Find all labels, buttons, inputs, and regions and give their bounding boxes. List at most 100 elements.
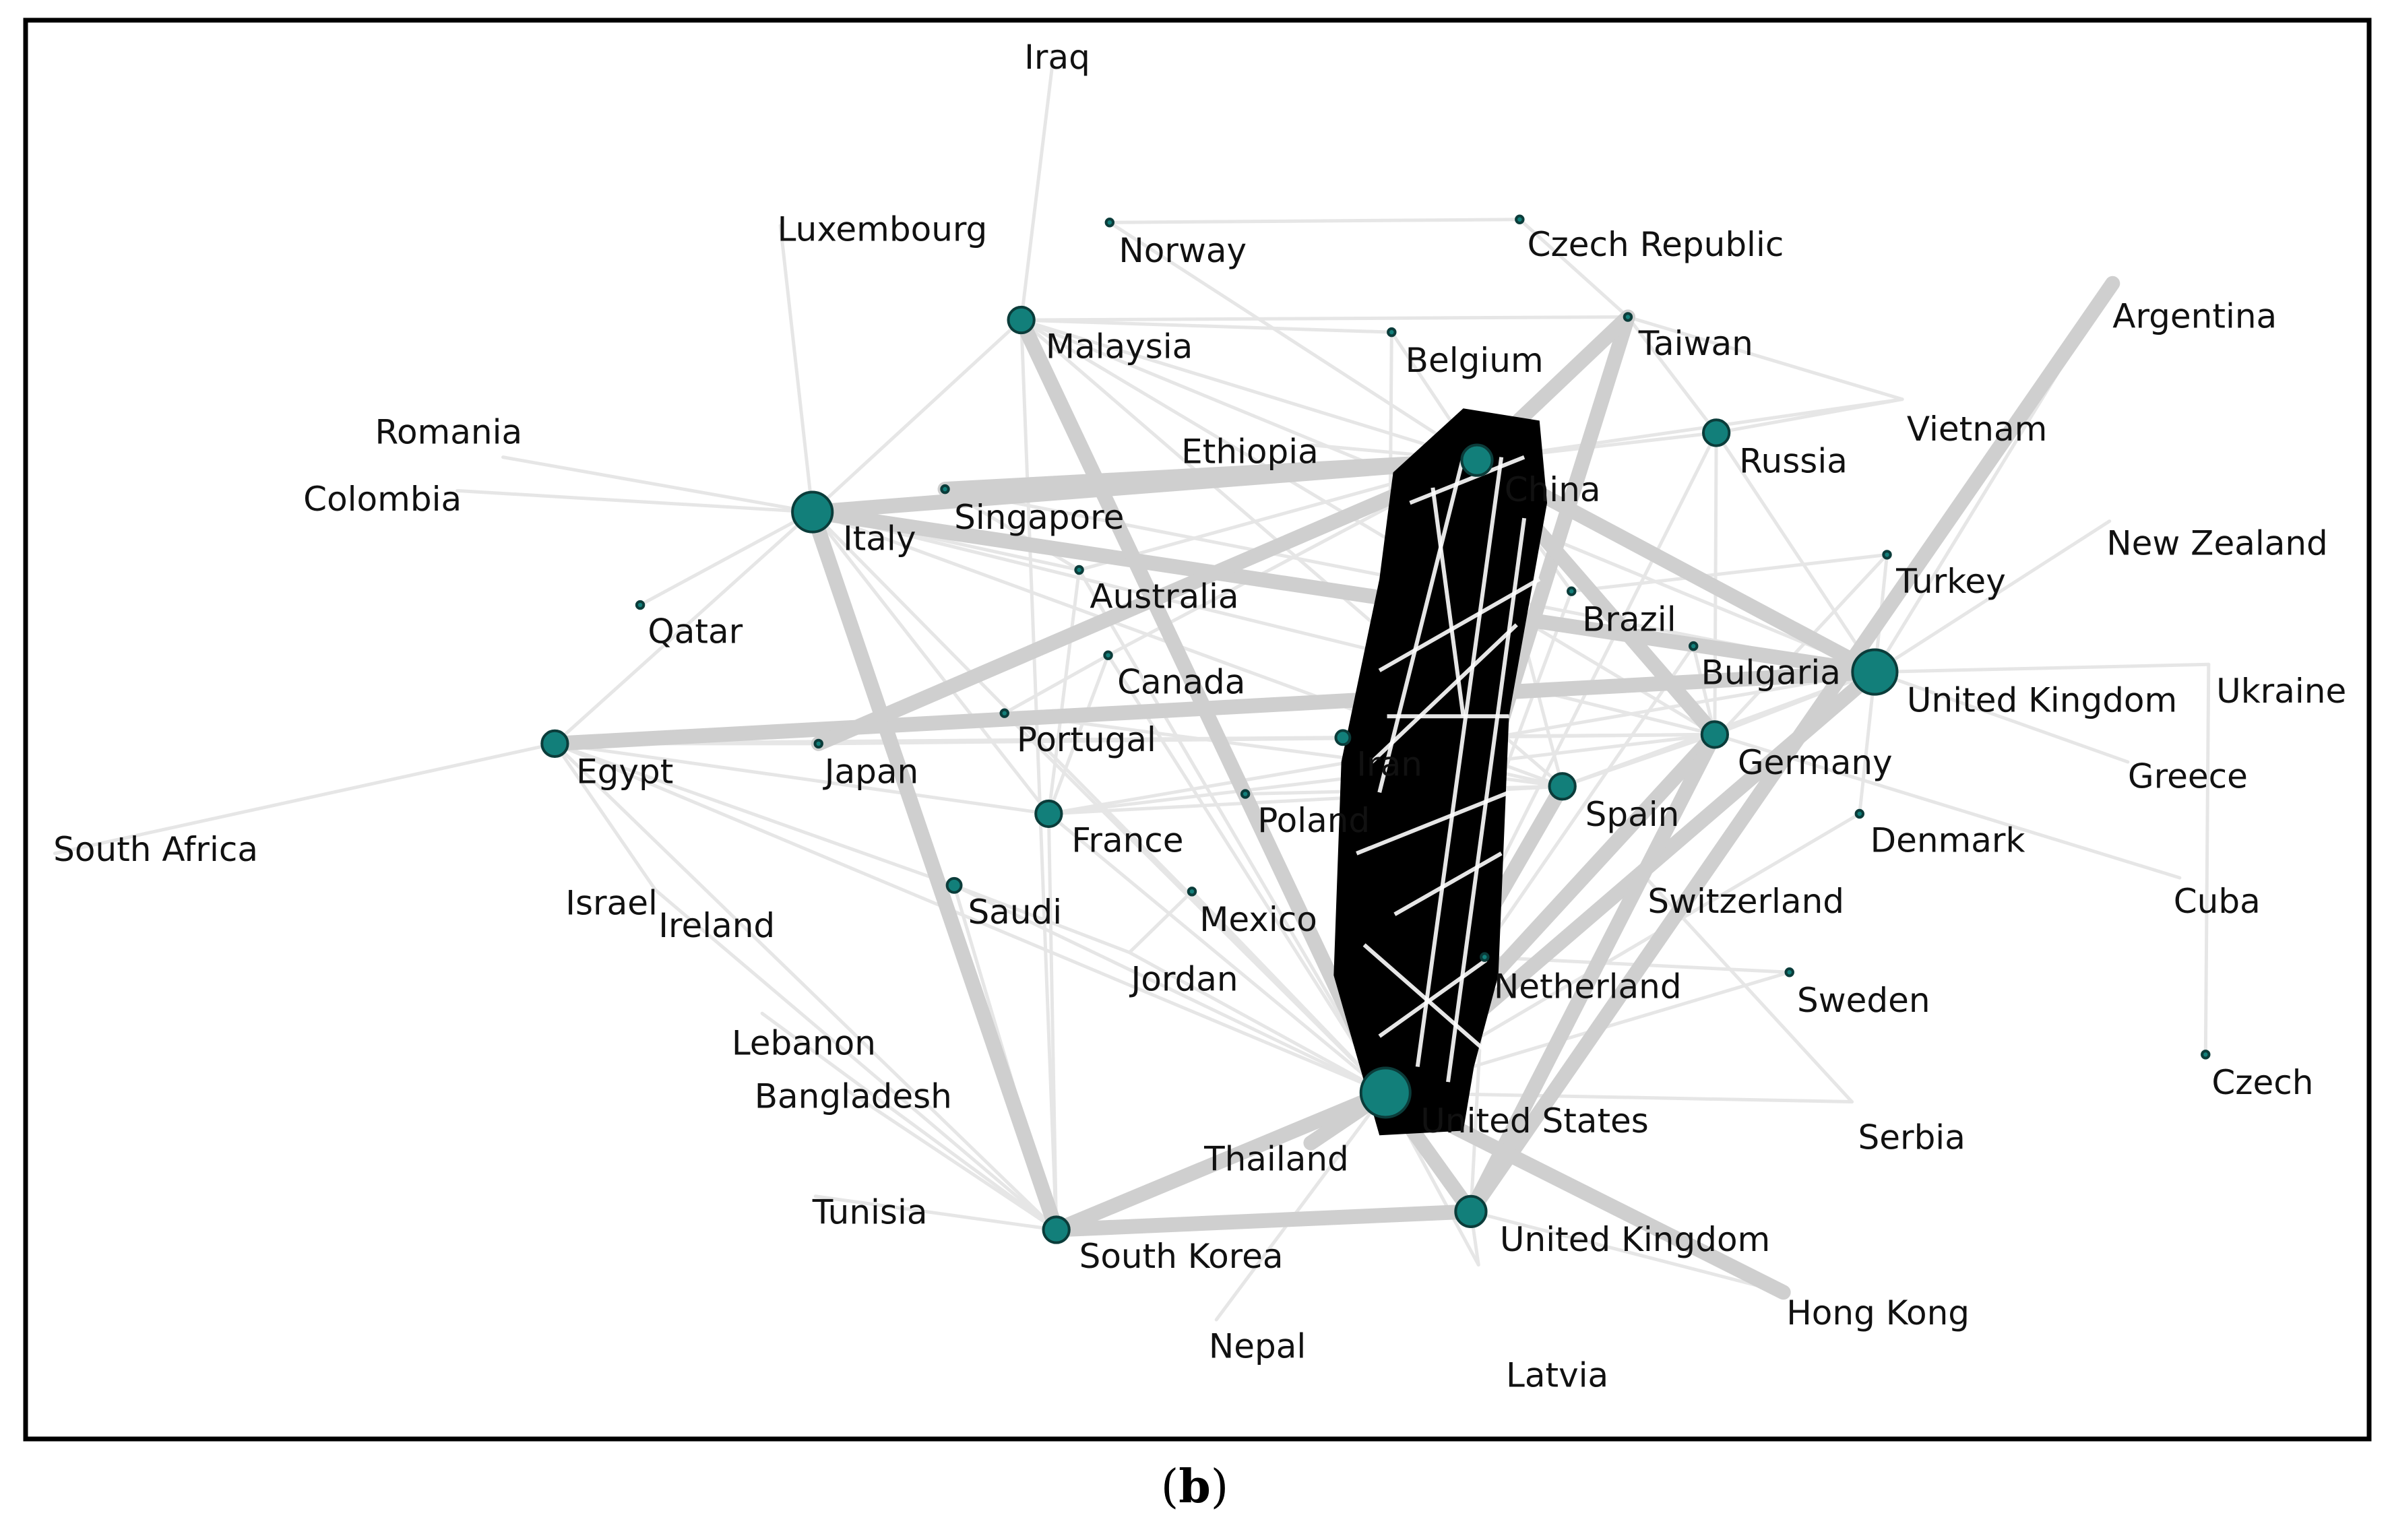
- label-hong_kong: Hong Kong: [1786, 1293, 1970, 1333]
- label-netherland: Netherland: [1494, 967, 1682, 1006]
- label-layer: Iraq Luxembourg Norway Czech Republic Malays…: [53, 38, 2346, 1395]
- edge-malaysia-germany: [1019, 318, 1717, 736]
- label-qatar: Qatar: [648, 612, 743, 651]
- label-latvia: Latvia: [1506, 1356, 1608, 1395]
- edge-south_korea-lebanon: [760, 1011, 1059, 1232]
- node-iran: [1334, 729, 1352, 746]
- node-singapore: [940, 484, 950, 494]
- label-cuba: Cuba: [2174, 882, 2261, 921]
- edge-united_states-nepal: [1214, 1091, 1387, 1322]
- label-australia: Australia: [1090, 577, 1238, 616]
- label-romania: Romania: [375, 412, 522, 451]
- label-iraq: Iraq: [1024, 38, 1090, 77]
- label-serbia: Serbia: [1858, 1118, 1966, 1157]
- bundle-streak-2: [1370, 623, 1518, 764]
- node-mexico: [1187, 887, 1197, 897]
- edge-mexico-jordan: [1127, 889, 1194, 955]
- edge-china-malaysia: [1019, 318, 1479, 462]
- edge-layer: [53, 56, 2211, 1322]
- edge-saudi-jordan: [952, 883, 1131, 955]
- node-norway: [1104, 218, 1115, 228]
- edge-united_states-canada: [1106, 653, 1387, 1095]
- node-saudi: [945, 876, 963, 894]
- edge-taiwan-vietnam: [1626, 315, 1904, 402]
- label-vietnam: Vietnam: [1907, 410, 2047, 449]
- edge-italy-qatar: [638, 510, 815, 607]
- label-uk_east: United Kingdom: [1907, 680, 2177, 719]
- label-ireland: Ireland: [658, 906, 775, 945]
- node-china: [1460, 443, 1494, 477]
- label-singapore: Singapore: [954, 498, 1124, 537]
- edge-uk_east-ukraine: [1873, 662, 2211, 674]
- node-united_states: [1359, 1066, 1412, 1119]
- label-bangladesh: Bangladesh: [755, 1077, 952, 1116]
- label-poland: Poland: [1257, 801, 1370, 840]
- plot-border: [23, 18, 2372, 1442]
- label-bulgaria: Bulgaria: [1701, 653, 1841, 693]
- edge-south_korea-malaysia: [1019, 318, 1059, 1232]
- edge-italy-romania: [501, 455, 815, 514]
- node-canada: [1103, 650, 1113, 660]
- edge-south_korea-bangladesh: [844, 1087, 1059, 1232]
- node-germany: [1700, 720, 1730, 749]
- label-thailand: Thailand: [1203, 1139, 1349, 1178]
- figure-caption: (b): [1161, 1460, 1229, 1514]
- label-ukraine: Ukraine: [2216, 672, 2346, 711]
- edge-malaysia-taiwan: [1019, 315, 1630, 322]
- label-taiwan: Taiwan: [1638, 324, 1753, 363]
- label-lebanon: Lebanon: [732, 1023, 876, 1062]
- node-sweden: [1784, 967, 1794, 977]
- edge-united_states-jordan: [1127, 951, 1387, 1095]
- edge-egypt-saudi: [553, 742, 956, 887]
- label-italy: Italy: [843, 519, 916, 558]
- label-sweden: Sweden: [1797, 981, 1930, 1020]
- edge-south_korea-italy: [805, 505, 1064, 1238]
- edge-south_korea-egypt: [553, 742, 1059, 1232]
- edge-germany-spain: [1561, 732, 1717, 788]
- edge-united_states-mexico: [1190, 889, 1387, 1095]
- edge-uk_east-greece: [1873, 670, 2130, 764]
- bundle-streak-6: [1430, 487, 1466, 717]
- edge-italy-germany: [811, 510, 1717, 736]
- label-south_africa: South Africa: [53, 830, 258, 869]
- bundle-streak-8: [1377, 456, 1466, 794]
- label-jordan: Jordan: [1129, 959, 1238, 998]
- node-turkey: [1882, 550, 1892, 560]
- edge-norway-czech_republic: [1108, 218, 1521, 224]
- label-belgium: Belgium: [1406, 341, 1544, 380]
- node-taiwan: [1623, 312, 1633, 322]
- node-spain: [1548, 772, 1577, 801]
- label-turkey: Turkey: [1895, 562, 2006, 601]
- dense-edge-bundle: [1333, 408, 1548, 1136]
- edge-south_korea-uk_south: [1048, 1204, 1478, 1238]
- label-uk_south: United Kingdom: [1500, 1220, 1770, 1259]
- label-greece: Greece: [2128, 757, 2248, 796]
- edge-italy-egypt: [553, 510, 815, 746]
- edge-united_states-egypt: [553, 742, 1387, 1095]
- label-switzerland: Switzerland: [1647, 882, 1844, 921]
- label-saudi: Saudi: [968, 893, 1062, 932]
- bundle-streak-0: [1409, 455, 1526, 505]
- bundle-streak-9: [1446, 517, 1527, 1083]
- node-layer: [540, 214, 2211, 1244]
- label-denmark: Denmark: [1870, 821, 2025, 860]
- bundle-streak-4: [1393, 852, 1503, 916]
- node-netherland: [1480, 952, 1490, 962]
- edge-united_states-south_korea: [1048, 1085, 1393, 1238]
- bundle-streak-5: [1378, 958, 1488, 1038]
- label-france: France: [1071, 821, 1183, 860]
- label-czech_republic: Czech Republic: [1528, 225, 1784, 264]
- label-nepal: Nepal: [1209, 1327, 1306, 1366]
- label-brazil: Brazil: [1582, 600, 1676, 639]
- edge-taiwan-czech_republic: [1517, 218, 1630, 319]
- edge-united_states-france: [1046, 812, 1387, 1095]
- label-ethiopia: Ethiopia: [1181, 432, 1319, 472]
- node-south_korea: [1042, 1215, 1071, 1244]
- edge-uk_south-hong_kong: [1469, 1209, 1786, 1294]
- edge-uk_south-germany: [1463, 727, 1722, 1219]
- node-qatar: [635, 600, 646, 610]
- node-czech_republic: [1515, 214, 1525, 224]
- edge-china-singapore: [937, 453, 1484, 497]
- edge-russia-vietnam: [1714, 397, 1904, 435]
